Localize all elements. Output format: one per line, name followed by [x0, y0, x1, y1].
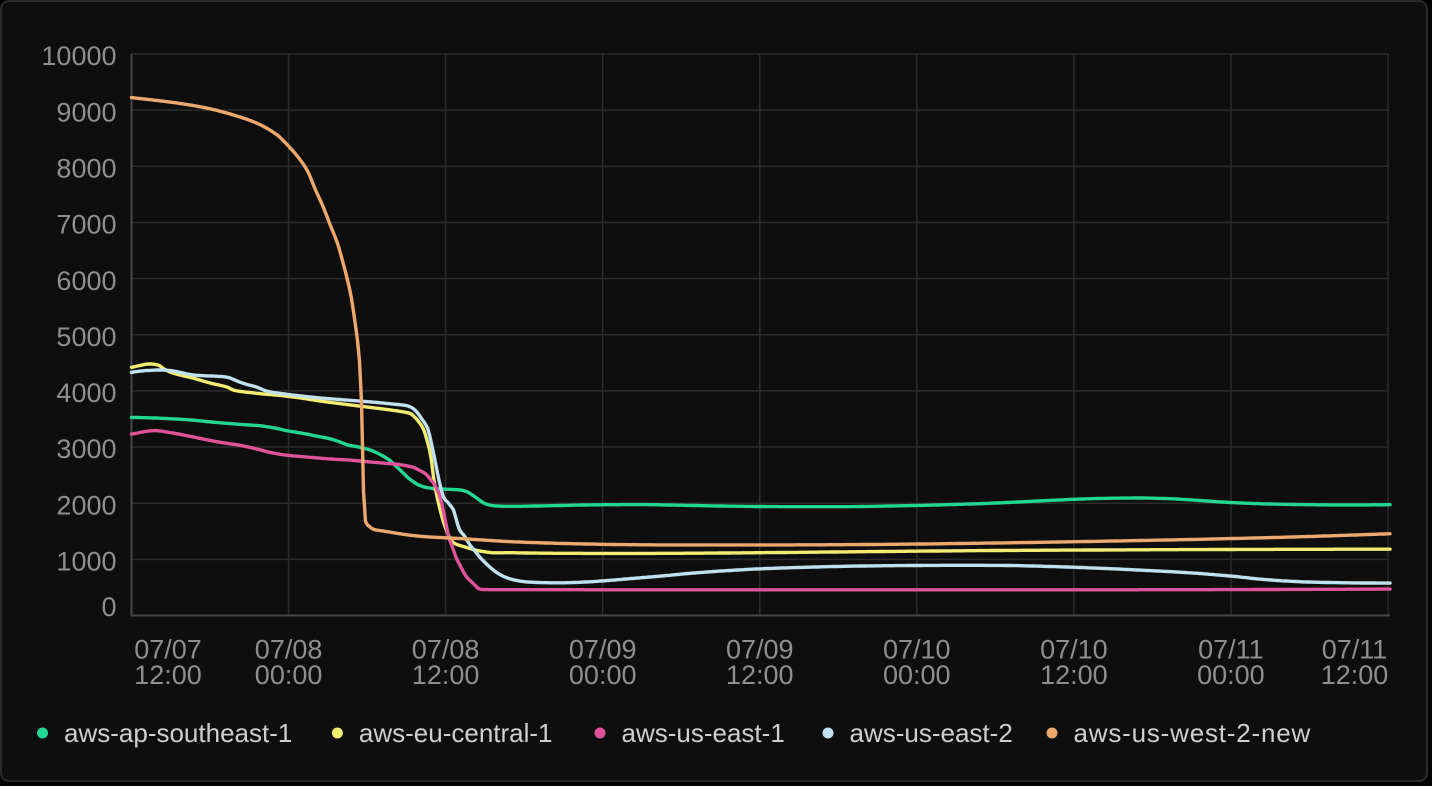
svg-text:12:00: 12:00 — [726, 660, 794, 690]
svg-text:aws-eu-central-1: aws-eu-central-1 — [359, 718, 553, 748]
svg-text:8000: 8000 — [56, 154, 116, 184]
svg-text:12:00: 12:00 — [1040, 660, 1108, 690]
svg-text:3000: 3000 — [56, 434, 116, 464]
svg-text:00:00: 00:00 — [569, 660, 637, 690]
svg-text:00:00: 00:00 — [883, 660, 951, 690]
svg-text:07/08: 07/08 — [412, 635, 480, 665]
svg-text:0: 0 — [101, 592, 116, 622]
svg-text:1000: 1000 — [56, 547, 116, 577]
svg-text:00:00: 00:00 — [1197, 660, 1265, 690]
svg-text:07/10: 07/10 — [1040, 635, 1108, 665]
svg-text:12:00: 12:00 — [1321, 660, 1389, 690]
svg-text:5000: 5000 — [56, 322, 116, 352]
svg-text:aws-us-west-2-new: aws-us-west-2-new — [1074, 718, 1312, 748]
svg-text:07/11: 07/11 — [1198, 635, 1264, 665]
svg-text:6000: 6000 — [56, 266, 116, 296]
svg-text:07/09: 07/09 — [569, 635, 637, 665]
svg-text:2000: 2000 — [56, 490, 116, 520]
svg-text:aws-us-east-2: aws-us-east-2 — [850, 718, 1013, 748]
svg-text:7000: 7000 — [56, 210, 116, 240]
svg-text:07/08: 07/08 — [255, 635, 323, 665]
svg-text:07/11: 07/11 — [1322, 635, 1388, 665]
svg-text:10000: 10000 — [41, 41, 116, 71]
svg-text:9000: 9000 — [56, 97, 116, 127]
svg-text:07/10: 07/10 — [883, 635, 951, 665]
svg-text:aws-ap-southeast-1: aws-ap-southeast-1 — [64, 718, 292, 748]
svg-text:12:00: 12:00 — [412, 660, 480, 690]
svg-text:07/09: 07/09 — [726, 635, 794, 665]
svg-text:12:00: 12:00 — [134, 660, 202, 690]
svg-text:00:00: 00:00 — [255, 660, 323, 690]
svg-text:07/07: 07/07 — [134, 635, 202, 665]
svg-text:4000: 4000 — [56, 378, 116, 408]
svg-text:aws-us-east-1: aws-us-east-1 — [622, 718, 785, 748]
